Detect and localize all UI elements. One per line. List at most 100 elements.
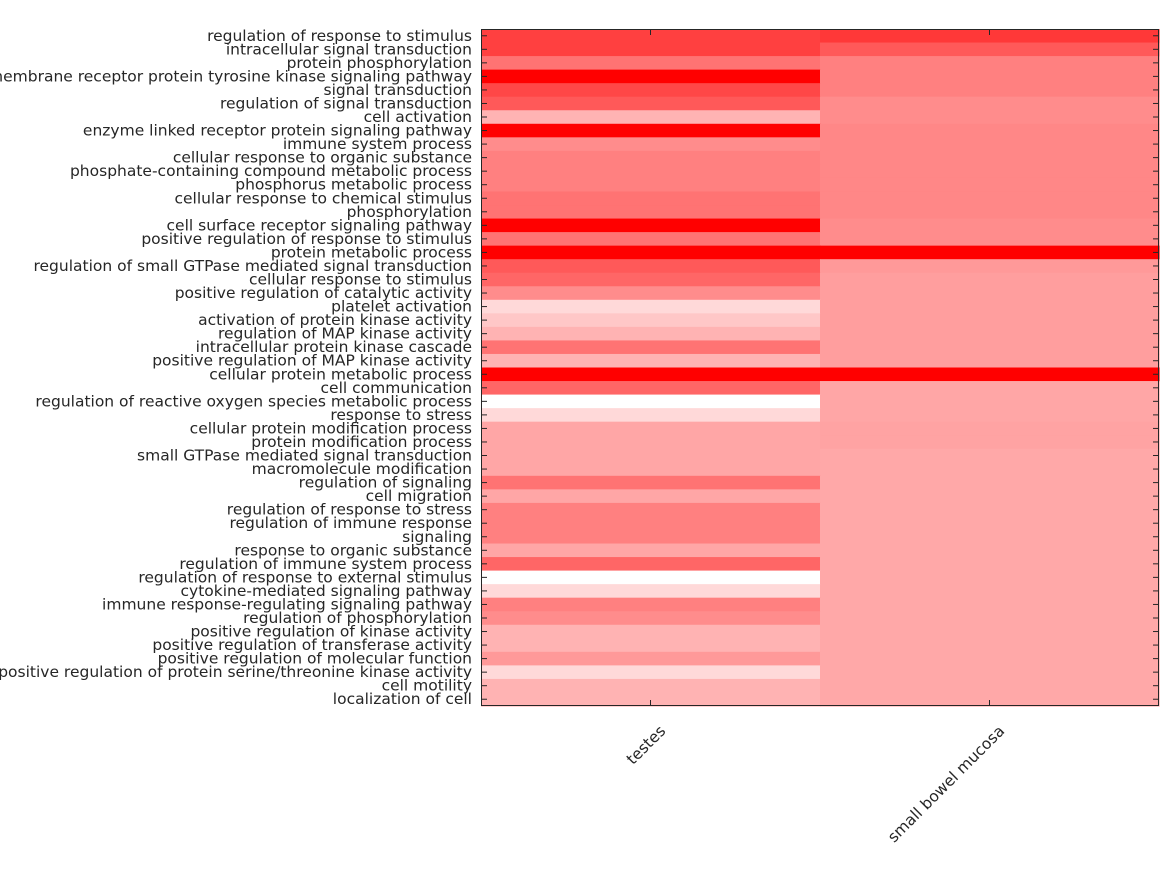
heatmap-cell	[481, 448, 821, 463]
heatmap-cell	[820, 353, 1160, 369]
heatmap-cell	[820, 177, 1160, 193]
heatmap-cell	[820, 367, 1160, 382]
row-label: localization of cell	[333, 690, 472, 708]
column-label: small bowel mucosa	[884, 722, 1008, 846]
row-label: regulation of small GTPase mediated sign…	[33, 257, 472, 275]
row-label: transmembrane receptor protein tyrosine …	[0, 67, 472, 85]
heatmap-cell	[820, 489, 1160, 504]
row-label: regulation of signaling	[299, 474, 472, 492]
heatmap-cell	[820, 502, 1160, 518]
heatmap-cell	[481, 137, 821, 152]
heatmap-cell	[820, 381, 1160, 396]
heatmap-cell	[820, 516, 1160, 531]
heatmap-cell	[820, 83, 1160, 98]
heatmap-cell	[820, 286, 1160, 301]
row-label: immune system process	[283, 135, 472, 153]
row-label: signal transduction	[324, 81, 473, 99]
row-label: positive regulation of kinase activity	[190, 623, 472, 641]
row-label: response to organic substance	[234, 541, 472, 559]
row-label: intracellular signal transduction	[226, 40, 472, 58]
row-label: cellular protein modification process	[190, 419, 472, 437]
heatmap-cell	[481, 421, 821, 436]
heatmap-cell	[481, 110, 821, 125]
heatmap-cell	[481, 245, 821, 260]
heatmap-cell	[820, 651, 1160, 666]
heatmap-cell	[820, 543, 1160, 558]
heatmap-cell	[481, 367, 821, 382]
heatmap-cell	[481, 570, 821, 585]
heatmap-cell	[820, 597, 1160, 612]
heatmap-cell	[481, 191, 821, 206]
heatmap-cell	[820, 232, 1160, 247]
row-labels: regulation of response to stimulusintrac…	[0, 27, 472, 708]
row-label: regulation of immune response	[229, 514, 472, 532]
row-label: positive regulation of protein serine/th…	[0, 663, 472, 681]
heatmap-cell	[481, 516, 821, 531]
heatmap-cell	[820, 408, 1160, 423]
heatmap-cell	[820, 299, 1160, 314]
heatmap-cell	[820, 96, 1160, 111]
heatmap-cell	[481, 557, 821, 572]
heatmap-cell	[481, 462, 821, 477]
heatmap-cell	[481, 611, 821, 626]
row-label: regulation of immune system process	[179, 555, 472, 573]
row-label: regulation of phosphorylation	[243, 609, 472, 627]
row-label: positive regulation of catalytic activit…	[175, 284, 472, 302]
heatmap-cell	[481, 543, 821, 558]
heatmap-cell	[481, 665, 821, 680]
heatmap-cell	[481, 326, 821, 342]
row-label: phosphorylation	[347, 203, 472, 221]
heatmap-cell	[820, 570, 1160, 585]
heatmap-cell	[820, 123, 1160, 138]
row-label: regulation of response to external stimu…	[138, 568, 472, 586]
heatmap-cell	[820, 638, 1160, 653]
heatmap-cell	[481, 123, 821, 138]
heatmap-cell	[820, 435, 1160, 450]
heatmap-cell	[481, 205, 821, 220]
row-label: regulation of MAP kinase activity	[218, 325, 472, 343]
row-label: positive regulation of response to stimu…	[141, 230, 472, 248]
heatmap-cell	[481, 29, 821, 44]
heatmap-cell	[820, 421, 1160, 436]
heatmap-cell	[481, 408, 821, 423]
row-label: protein modification process	[251, 433, 472, 451]
heatmap-cell	[481, 164, 821, 179]
row-label: positive regulation of MAP kinase activi…	[152, 352, 472, 370]
heatmap-cell	[481, 394, 821, 409]
heatmap-cell	[481, 624, 821, 639]
row-label: platelet activation	[331, 298, 472, 316]
row-label: cell motility	[382, 677, 472, 695]
heatmap-cell	[820, 462, 1160, 477]
row-label: regulation of response to stress	[227, 501, 472, 519]
column-label: testes	[623, 722, 669, 768]
row-label: positive regulation of molecular functio…	[158, 650, 472, 668]
heatmap-cell	[481, 381, 821, 396]
heatmap-cell	[820, 448, 1160, 463]
row-label: response to stress	[330, 406, 472, 424]
heatmap-cell	[820, 678, 1160, 694]
heatmap-cell	[820, 692, 1160, 707]
row-label: enzyme linked receptor protein signaling…	[83, 122, 472, 140]
heatmap-cell	[820, 29, 1160, 44]
heatmap-cell	[820, 665, 1160, 680]
row-label: positive regulation of transferase activ…	[152, 636, 472, 654]
heatmap-cell	[481, 353, 821, 369]
heatmap-cell	[481, 692, 821, 707]
heatmap-cell	[481, 313, 821, 328]
row-label: protein phosphorylation	[287, 54, 472, 72]
heatmap-cell	[820, 150, 1160, 165]
heatmap-cell	[820, 56, 1160, 71]
heatmap-cell	[481, 83, 821, 98]
row-label: regulation of response to stimulus	[207, 27, 472, 45]
heatmap-cell	[481, 678, 821, 694]
heatmap-cell	[481, 259, 821, 274]
heatmap-cell	[820, 611, 1160, 626]
heatmap-cell	[820, 340, 1160, 355]
heatmap-cell	[481, 529, 821, 545]
heatmap-cell	[820, 164, 1160, 179]
heatmap-cell	[481, 638, 821, 653]
heatmap-cell	[820, 584, 1160, 599]
heatmap-cell	[820, 218, 1160, 233]
row-label: macromolecule modification	[252, 460, 472, 478]
heatmap-cell	[481, 502, 821, 518]
